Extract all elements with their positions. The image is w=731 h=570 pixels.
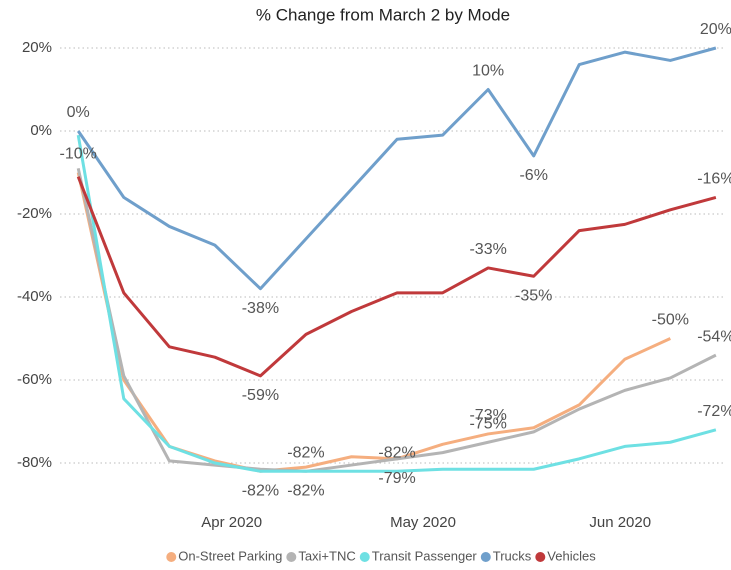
series-line (76, 176, 717, 378)
data-label: -79% (378, 470, 415, 487)
data-label: -82% (378, 445, 415, 462)
data-label: -6% (519, 167, 547, 184)
data-label: -50% (652, 312, 689, 329)
x-tick-label: May 2020 (390, 514, 456, 531)
data-label: -16% (697, 171, 731, 188)
x-tick-label: Jun 2020 (589, 514, 651, 531)
series-line (76, 168, 717, 473)
data-label: -73% (469, 407, 506, 424)
series-line (76, 134, 717, 473)
data-label: -72% (697, 403, 731, 420)
data-label: -59% (242, 387, 279, 404)
legend-marker (286, 552, 297, 562)
series-line (76, 46, 717, 291)
data-label: -35% (515, 287, 552, 304)
data-label: 0% (67, 104, 90, 121)
y-tick-label: 20% (22, 39, 52, 56)
data-label: -10% (60, 146, 97, 163)
legend-marker (359, 552, 370, 562)
data-label: -75% (469, 415, 506, 432)
data-label: -82% (287, 445, 324, 462)
y-tick-label: -20% (17, 205, 52, 222)
y-tick-label: 0% (30, 122, 52, 139)
legend-marker (480, 552, 491, 562)
y-tick-label: -40% (17, 288, 52, 305)
legend-label: Trucks (493, 548, 532, 563)
legend-label: Vehicles (547, 548, 596, 563)
legend-label: Taxi+TNC (298, 548, 355, 563)
chart-title: % Change from March 2 by Mode (256, 5, 510, 24)
data-label: -82% (242, 483, 279, 500)
data-label: 10% (472, 63, 504, 80)
x-tick-label: Apr 2020 (201, 514, 262, 531)
data-label: -38% (242, 300, 279, 317)
y-tick-label: -60% (17, 371, 52, 388)
data-label: -82% (287, 483, 324, 500)
data-label: -54% (697, 328, 731, 345)
series-line (76, 172, 671, 473)
data-label: -33% (469, 241, 506, 258)
data-label: 20% (700, 21, 731, 38)
legend-marker (166, 552, 177, 562)
legend-marker (535, 552, 546, 562)
legend-label: Transit Passenger (372, 548, 478, 563)
legend-label: On-Street Parking (178, 548, 282, 563)
legend: On-Street Parking Taxi+TNC Transit Passeng… (166, 548, 596, 563)
y-tick-label: -80% (17, 454, 52, 471)
